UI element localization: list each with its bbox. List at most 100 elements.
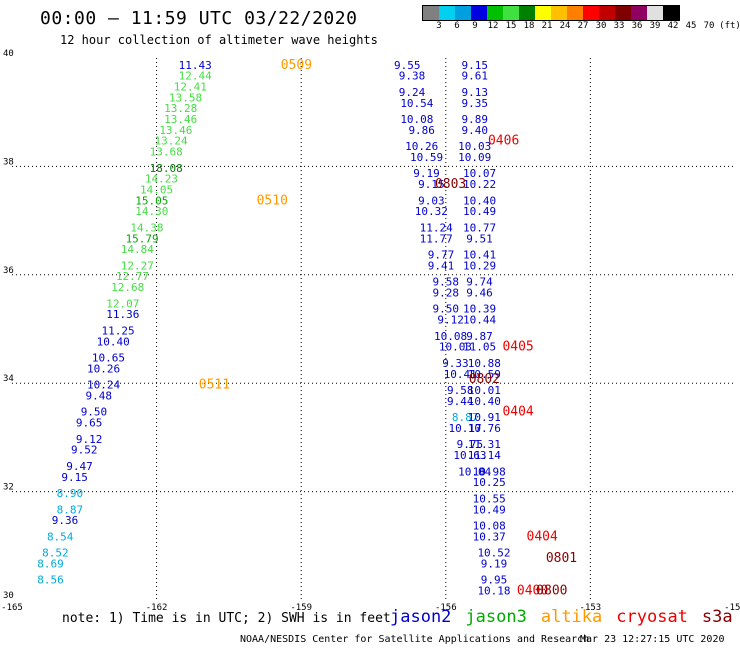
wave-height-label: 10.08: [400, 113, 433, 126]
wave-height-label: 9.19: [481, 557, 508, 570]
x-tick-label: -165: [1, 603, 23, 613]
wave-height-label: 10.65: [92, 352, 125, 365]
wave-height-label: 12.07: [106, 297, 139, 310]
color-scale-tick-label: 21: [541, 21, 553, 31]
wave-height-label: 10.32: [415, 205, 448, 218]
pass-time-label: 0509: [281, 58, 312, 73]
wave-height-label: 12.77: [116, 270, 149, 283]
wave-height-label: 10.77: [463, 221, 496, 234]
wave-height-label: 10.63: [453, 449, 486, 462]
wave-height-label: 9.50: [81, 406, 108, 419]
wave-height-label: 9.52: [71, 444, 98, 457]
color-scale-tick-label: 33: [613, 21, 625, 31]
wave-height-label: 9.15: [461, 59, 488, 72]
wave-height-label: 13.46: [164, 113, 197, 126]
wave-height-label: 9.36: [52, 514, 79, 527]
pass-time-label: 0400: [517, 584, 548, 599]
wave-height-label: 10.88: [468, 357, 501, 370]
wave-height-label: 10.59: [468, 368, 501, 381]
color-scale-swatch: [487, 6, 503, 20]
color-scale-swatch: [583, 6, 599, 20]
color-scale-swatch: [599, 6, 615, 20]
wave-height-label: 9.46: [466, 286, 493, 299]
wave-height-label: 9.55: [394, 59, 421, 72]
wave-height-label: 11.31: [468, 438, 501, 451]
x-tick-label: -156: [435, 603, 457, 613]
wave-height-label: 10.41: [444, 368, 477, 381]
wave-height-label: 13.68: [150, 146, 183, 159]
wave-height-label: 9.75: [457, 438, 484, 451]
color-scale-ticks: 3 6 9 12 15 18 21 24 27 30 33 36 39 42 45 70 (ft): [422, 21, 740, 35]
wave-height-label: 14.84: [121, 243, 154, 256]
wave-height-label: 9.41: [428, 259, 455, 272]
wave-height-label: 10.25: [473, 476, 506, 489]
wave-height-label: 14.23: [145, 173, 178, 186]
pass-time-label: 0406: [488, 134, 519, 149]
wave-height-label: 9.51: [466, 232, 493, 245]
wave-height-label: 10.37: [473, 530, 506, 543]
wave-height-label: 13.24: [154, 135, 187, 148]
wave-height-label: 8.52: [42, 547, 69, 560]
wave-height-label: 10.40: [97, 335, 130, 348]
wave-height-label: 8.87: [57, 503, 84, 516]
color-scale-tick-label: 27: [577, 21, 589, 31]
wave-height-label: 10.26: [405, 140, 438, 153]
pass-time-label: 0800: [536, 584, 567, 599]
wave-height-label: 12.68: [111, 281, 144, 294]
wave-height-label: 9.95: [481, 574, 508, 587]
color-scale-swatch: [471, 6, 487, 20]
x-tick-label: -159: [290, 603, 312, 613]
wave-height-label: 9.48: [86, 389, 113, 402]
y-tick-label: 36: [3, 266, 14, 276]
page-subtitle: 12 hour collection of altimeter wave hei…: [60, 33, 378, 47]
y-tick-label: 30: [3, 591, 14, 601]
wave-height-label: 11.24: [420, 221, 453, 234]
footer-note: note: 1) Time is in UTC; 2) SWH is in fe…: [62, 611, 391, 626]
y-tick-label: 38: [3, 157, 14, 167]
color-scale-swatch: [615, 6, 631, 20]
wave-height-label: 14.38: [130, 221, 163, 234]
wave-height-label: 15.05: [135, 194, 168, 207]
wave-height-label: 10.40: [468, 395, 501, 408]
pass-time-label: 0803: [435, 177, 466, 192]
wave-height-label: 9.87: [466, 330, 493, 343]
wave-height-label: 9.86: [408, 124, 435, 137]
color-scale-swatch: [519, 6, 535, 20]
color-scale-tick-label: 45: [685, 21, 697, 31]
wave-height-label: 10.44: [463, 314, 496, 327]
wave-height-label: 9.33: [442, 357, 469, 370]
pass-time-label: 0510: [257, 193, 288, 208]
wave-height-label: 9.15: [418, 178, 445, 191]
wave-height-label: 10.55: [473, 492, 506, 505]
wave-height-label: 9.61: [461, 70, 488, 83]
pass-time-label: 0802: [469, 372, 500, 387]
color-scale-swatch: [455, 6, 471, 20]
wave-height-label: 10.29: [463, 259, 496, 272]
x-tick-label: -153: [580, 603, 602, 613]
satellite-legend-s3a: s3a: [701, 607, 733, 627]
color-scale-tick-label: 12: [487, 21, 499, 31]
wave-height-label: 9.89: [461, 113, 488, 126]
wave-height-label: 11.77: [420, 232, 453, 245]
pass-time-label: 0511: [199, 378, 230, 393]
color-scale-swatch: [631, 6, 647, 20]
color-scale-swatch: [503, 6, 519, 20]
wave-height-label: 9.19: [413, 167, 440, 180]
pass-time-label: 0801: [546, 551, 577, 566]
wave-height-label: 10.22: [463, 178, 496, 191]
color-scale-tick-label: 15: [505, 21, 517, 31]
wave-height-label: 9.58: [447, 384, 474, 397]
wave-height-label: 10.09: [458, 151, 491, 164]
wave-height-label: 9.44: [447, 395, 474, 408]
wave-height-label: 8.90: [57, 487, 84, 500]
wave-height-label: 15.79: [126, 232, 159, 245]
wave-height-label: 10.08: [473, 520, 506, 533]
wave-height-label: 10.17: [449, 422, 482, 435]
wave-height-label: 10.04: [458, 465, 491, 478]
color-scale-tick-label: 9: [472, 21, 478, 31]
wave-height-label: 9.74: [466, 276, 493, 289]
color-scale-swatch: [567, 6, 583, 20]
wave-height-label: 9.77: [428, 249, 455, 262]
wave-height-label: 9.12: [76, 433, 103, 446]
